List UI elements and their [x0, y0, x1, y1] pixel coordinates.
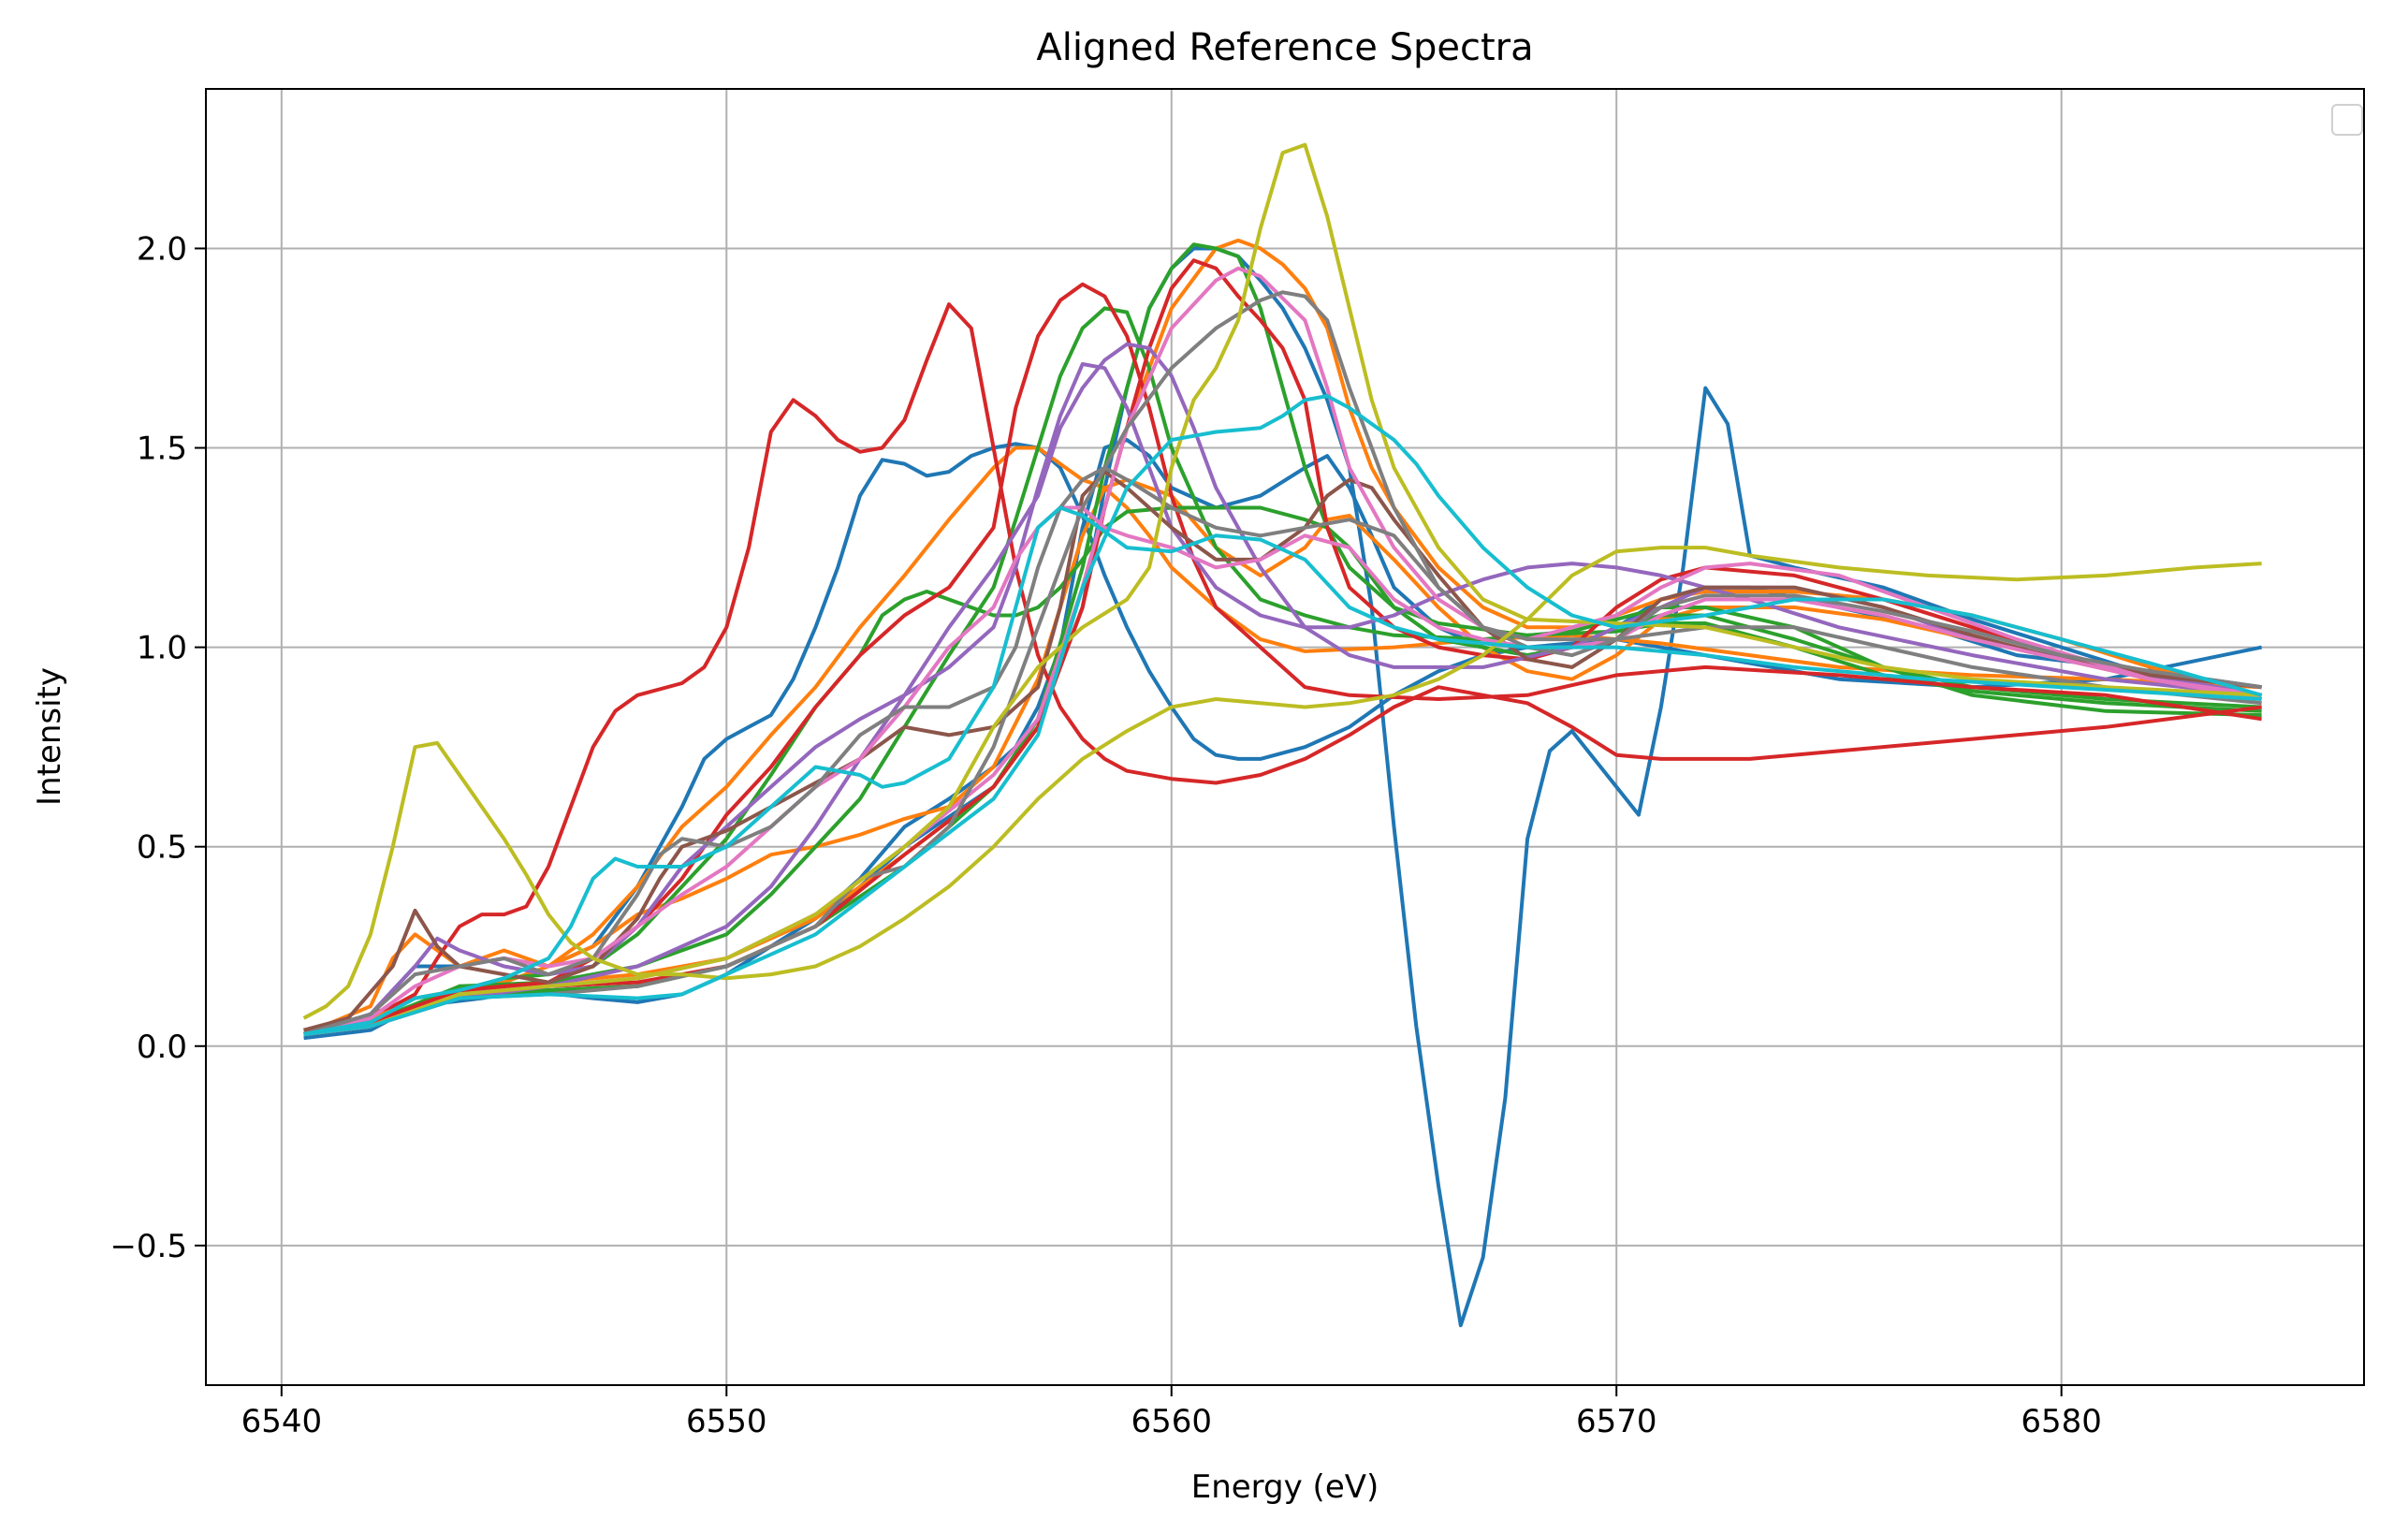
- series-line-18: [303, 465, 2262, 1036]
- grid: [206, 89, 2364, 1385]
- series-line-13: [303, 362, 2262, 1036]
- series-line-4: [302, 477, 2262, 1036]
- series-line-23: [303, 394, 2263, 1036]
- y-tick-label: 1.0: [137, 630, 187, 667]
- x-tick-label: 6570: [1576, 1403, 1657, 1440]
- y-tick-label: 0.5: [137, 829, 187, 867]
- ticks: 6540 6550 6560 6570 6580 −0.5 0.0 0.5 1.0 1.5 2.0: [109, 230, 2102, 1440]
- series-line-20: [302, 546, 2262, 1020]
- chart-title: Aligned Reference Spectra: [1036, 26, 1533, 69]
- x-axis-label: Energy (eV): [1191, 1468, 1379, 1506]
- series-line-15: [303, 470, 2262, 1032]
- legend-box: [2331, 104, 2363, 136]
- series-line-6: [303, 238, 2263, 1036]
- plot-area: [206, 89, 2364, 1385]
- y-tick-label: 2.0: [137, 230, 187, 268]
- y-tick-label: 0.0: [137, 1029, 187, 1066]
- x-tick-label: 6550: [686, 1403, 767, 1440]
- series-line-3: [303, 246, 2263, 1328]
- y-tick-label: −0.5: [109, 1228, 187, 1265]
- x-tick-label: 6560: [1131, 1403, 1212, 1440]
- series-line-16: [303, 505, 2262, 1036]
- y-axis-label: Intensity: [31, 667, 68, 806]
- series-lines: [302, 142, 2263, 1328]
- y-tick-label: 1.5: [137, 431, 187, 468]
- series-line-22: [303, 505, 2262, 1036]
- series-line-14: [303, 342, 2262, 1036]
- plot-frame: [205, 88, 2365, 1386]
- x-tick-label: 6540: [241, 1403, 323, 1440]
- x-tick-label: 6580: [2021, 1403, 2102, 1440]
